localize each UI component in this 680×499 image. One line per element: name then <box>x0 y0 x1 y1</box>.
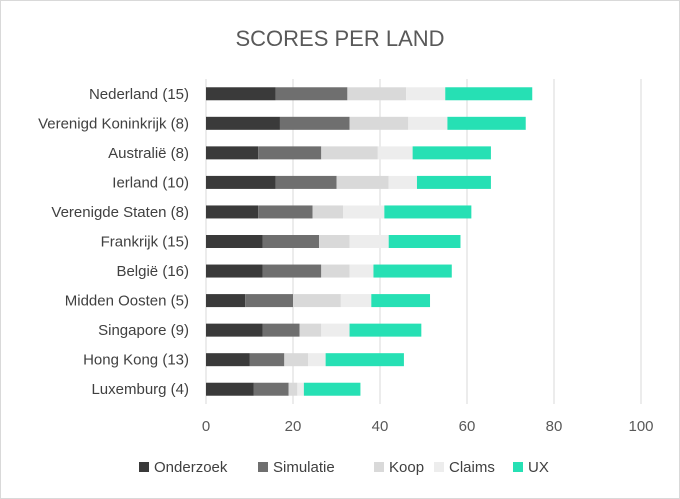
x-tick-label-60: 60 <box>459 418 476 435</box>
bar-claims-ierland-10 <box>388 175 417 189</box>
bar-onderzoek-belgie-16 <box>206 264 263 278</box>
bar-simulatie-hong-kong-13 <box>249 353 285 367</box>
bar-claims-belgie-16 <box>349 264 374 278</box>
legend-swatch-simulatie <box>258 462 268 472</box>
bar-koop-belgie-16 <box>321 264 350 278</box>
bar-ux-belgie-16 <box>373 264 452 278</box>
bar-koop-singapore-9 <box>299 323 322 337</box>
category-label-hong-kong-13: Hong Kong (13) <box>83 352 189 369</box>
bar-ux-verenigde-staten-8 <box>384 205 472 219</box>
bar-simulatie-luxemburg-4 <box>253 382 289 396</box>
category-label-verenigd-koninkrijk-8: Verenigd Koninkrijk (8) <box>38 115 189 132</box>
bar-onderzoek-frankrijk-15 <box>206 235 263 248</box>
bar-ux-nederland-15 <box>445 87 533 101</box>
bar-claims-verenigd-koninkrijk-8 <box>408 116 448 130</box>
category-label-verenigde-staten-8: Verenigde Staten (8) <box>51 204 189 221</box>
category-label-midden-oosten-5: Midden Oosten (5) <box>65 293 189 310</box>
bar-claims-midden-oosten-5 <box>340 294 372 308</box>
x-tick-label-40: 40 <box>372 418 389 435</box>
bar-simulatie-verenigde-staten-8 <box>258 205 313 219</box>
bar-simulatie-frankrijk-15 <box>262 235 320 248</box>
legend-label-simulatie: Simulatie <box>273 459 335 476</box>
bar-simulatie-verenigd-koninkrijk-8 <box>279 116 350 130</box>
bar-simulatie-ierland-10 <box>275 175 337 189</box>
bar-ux-singapore-9 <box>349 323 422 337</box>
legend-swatch-koop <box>374 462 384 472</box>
bar-onderzoek-luxemburg-4 <box>206 382 254 396</box>
bar-ux-frankrijk-15 <box>388 235 461 248</box>
category-label-belgie-16: België (16) <box>116 263 189 280</box>
x-axis-tick-labels: 0 20 40 60 80 100 <box>202 418 654 435</box>
bar-onderzoek-singapore-9 <box>206 323 263 337</box>
bar-koop-hong-kong-13 <box>284 353 309 367</box>
category-label-singapore-9: Singapore (9) <box>98 322 189 339</box>
bar-koop-australie-8 <box>321 146 378 160</box>
bar-ux-australie-8 <box>412 146 491 160</box>
bar-simulatie-belgie-16 <box>262 264 322 278</box>
bar-koop-ierland-10 <box>336 175 389 189</box>
bar-ux-midden-oosten-5 <box>371 294 431 308</box>
x-tick-label-20: 20 <box>285 418 302 435</box>
bar-ux-hong-kong-13 <box>325 353 404 367</box>
legend-swatch-claims <box>434 462 444 472</box>
bar-koop-frankrijk-15 <box>319 235 350 248</box>
category-labels: Nederland (15) Verenigd Koninkrijk (8) Aus… <box>38 86 189 398</box>
bar-claims-australie-8 <box>377 146 413 160</box>
bar-koop-verenigd-koninkrijk-8 <box>349 116 409 130</box>
bar-claims-verenigde-staten-8 <box>343 205 385 219</box>
bar-simulatie-singapore-9 <box>262 323 300 337</box>
x-tick-label-0: 0 <box>202 418 210 435</box>
bar-onderzoek-verenigd-koninkrijk-8 <box>206 116 280 130</box>
bar-koop-midden-oosten-5 <box>293 294 341 308</box>
category-label-australie-8: Australië (8) <box>108 145 189 162</box>
legend-label-claims: Claims <box>449 459 495 476</box>
bar-simulatie-midden-oosten-5 <box>245 294 293 308</box>
legend-swatch-ux <box>513 462 523 472</box>
bar-koop-verenigde-staten-8 <box>312 205 344 219</box>
bar-claims-luxemburg-4 <box>297 382 304 396</box>
category-label-luxemburg-4: Luxemburg (4) <box>91 381 189 398</box>
x-tick-label-100: 100 <box>628 418 653 435</box>
bar-claims-nederland-15 <box>406 87 446 101</box>
bar-claims-frankrijk-15 <box>349 235 389 248</box>
legend: Onderzoek Simulatie Koop Claims UX <box>139 459 549 476</box>
bars <box>206 87 533 396</box>
bar-ux-ierland-10 <box>416 175 491 189</box>
bar-ux-verenigd-koninkrijk-8 <box>447 116 526 130</box>
category-label-frankrijk-15: Frankrijk (15) <box>101 234 189 251</box>
category-label-nederland-15: Nederland (15) <box>89 86 189 103</box>
category-label-ierland-10: Ierland (10) <box>112 174 189 191</box>
bar-onderzoek-verenigde-staten-8 <box>206 205 259 219</box>
bar-simulatie-australie-8 <box>258 146 322 160</box>
bar-onderzoek-ierland-10 <box>206 175 276 189</box>
x-tick-label-80: 80 <box>546 418 563 435</box>
bar-koop-nederland-15 <box>347 87 407 101</box>
bar-onderzoek-midden-oosten-5 <box>206 294 246 308</box>
legend-label-ux: UX <box>528 459 549 476</box>
legend-label-koop: Koop <box>389 459 424 476</box>
bar-ux-luxemburg-4 <box>303 382 361 396</box>
chart-title: SCORES PER LAND <box>235 26 444 51</box>
bar-onderzoek-nederland-15 <box>206 87 276 101</box>
bar-koop-luxemburg-4 <box>288 382 298 396</box>
bar-onderzoek-hong-kong-13 <box>206 353 250 367</box>
bar-simulatie-nederland-15 <box>275 87 348 101</box>
legend-label-onderzoek: Onderzoek <box>154 459 228 476</box>
bar-claims-singapore-9 <box>321 323 350 337</box>
legend-swatch-onderzoek <box>139 462 149 472</box>
bar-onderzoek-australie-8 <box>206 146 259 160</box>
bar-claims-hong-kong-13 <box>308 353 326 367</box>
